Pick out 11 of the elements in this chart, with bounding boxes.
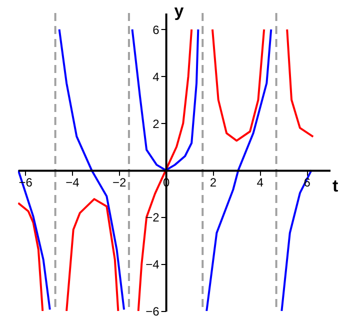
- y-tick-label: 2: [152, 116, 160, 131]
- y-tick-label: 4: [152, 70, 160, 84]
- x-tick-label: 4: [256, 176, 264, 190]
- y-axis-title: y: [174, 2, 184, 20]
- y-tick-label: −4: [146, 258, 160, 272]
- x-tick-label: 2: [210, 176, 217, 190]
- y-tick-label: 6: [152, 22, 160, 37]
- x-tick-label: −4: [66, 176, 80, 190]
- x-axis-title: t: [332, 176, 338, 196]
- x-tick-label: −2: [112, 176, 127, 190]
- y-tick-label: −6: [146, 304, 160, 318]
